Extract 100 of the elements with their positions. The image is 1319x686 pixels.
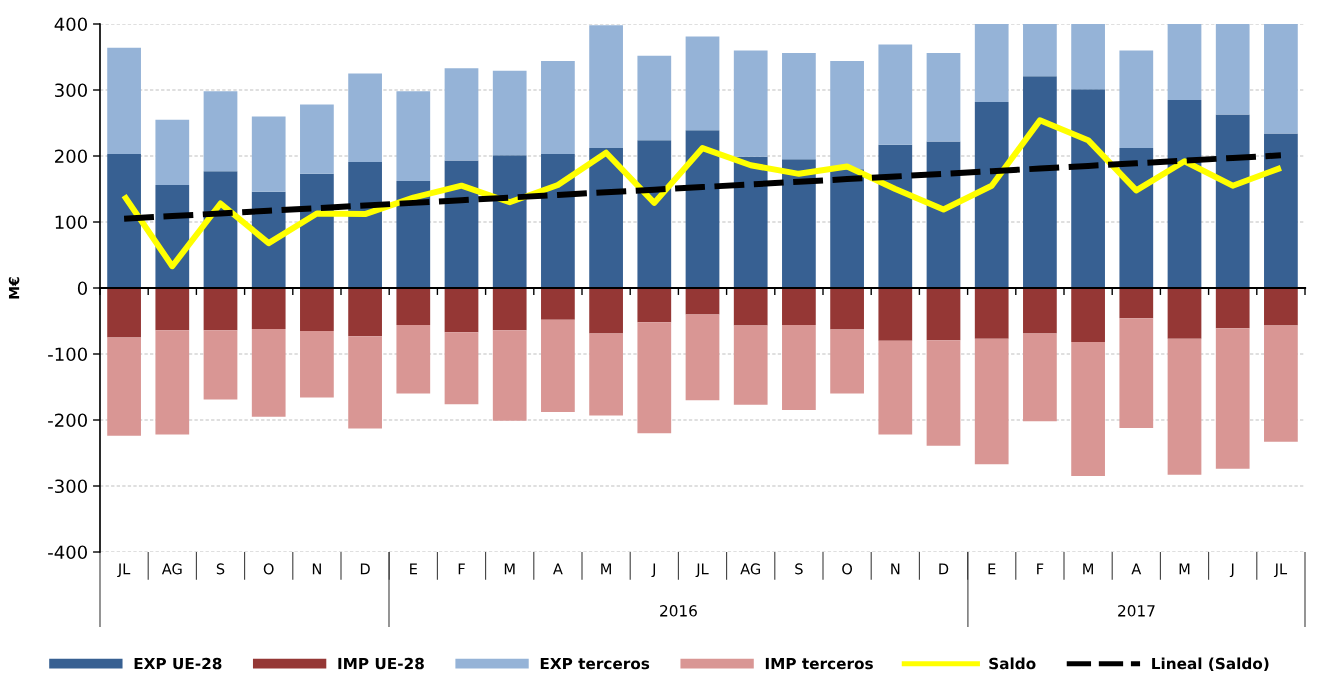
y-tick-label: 200 xyxy=(55,149,87,164)
bar xyxy=(1119,50,1154,149)
bar xyxy=(1023,333,1057,422)
x-tick-label: AG xyxy=(740,563,761,575)
bar xyxy=(444,288,479,333)
bar xyxy=(444,332,479,405)
bar xyxy=(974,101,1009,288)
x-tick-label: A xyxy=(553,563,563,575)
bar xyxy=(541,288,575,320)
bar xyxy=(733,156,768,288)
bar xyxy=(1071,24,1105,90)
x-tick-label: AG xyxy=(161,563,182,575)
bar xyxy=(1023,288,1057,334)
bar xyxy=(348,161,382,288)
bar xyxy=(782,159,816,288)
x-tick-label: N xyxy=(891,563,900,575)
y-tick-label: 400 xyxy=(54,17,87,32)
y-tick-label: -300 xyxy=(48,479,87,494)
bar xyxy=(878,144,913,288)
y-tick-label: -200 xyxy=(48,413,87,428)
bar xyxy=(1023,76,1057,288)
bar xyxy=(444,68,479,161)
bar xyxy=(1119,148,1154,288)
bar xyxy=(203,91,238,172)
bar xyxy=(926,141,961,288)
x-tick-label: M xyxy=(1083,563,1093,575)
bar xyxy=(1071,342,1105,477)
bar xyxy=(974,24,1009,102)
x-tick-label: O xyxy=(263,563,274,575)
x-tick-label: F xyxy=(458,563,465,575)
bar xyxy=(1215,24,1250,115)
bar xyxy=(782,288,816,325)
x-tick-label: D xyxy=(939,563,949,575)
bar xyxy=(492,330,527,421)
bar xyxy=(589,25,623,149)
x-tick-label: A xyxy=(1131,563,1142,575)
y-tick-label: -400 xyxy=(48,545,87,560)
bar xyxy=(685,314,720,401)
x-tick-label: J xyxy=(651,563,656,578)
bar xyxy=(541,154,575,288)
bar xyxy=(589,288,623,334)
bar xyxy=(348,73,382,162)
bar xyxy=(155,330,190,435)
bar xyxy=(685,36,720,131)
x-tick-label: JL xyxy=(117,563,131,578)
bar xyxy=(203,288,238,331)
x-tick-label: S xyxy=(216,563,225,575)
x-tick-label: JL xyxy=(1273,563,1288,578)
bar xyxy=(1071,89,1105,288)
x-tick-label: O xyxy=(842,563,853,575)
bar xyxy=(782,53,816,160)
bar xyxy=(878,288,913,341)
y-axis-title: M€ xyxy=(8,277,20,299)
x-tick-label: D xyxy=(360,563,370,575)
bar xyxy=(251,328,286,417)
bar xyxy=(107,288,141,338)
bar xyxy=(300,104,334,174)
bar xyxy=(300,330,334,398)
bar xyxy=(830,60,864,170)
bar xyxy=(348,288,382,337)
bar xyxy=(637,322,672,434)
bar xyxy=(1167,99,1202,288)
bar xyxy=(1264,325,1298,442)
legend-label: Saldo xyxy=(989,657,1036,670)
bar xyxy=(1119,318,1154,428)
x-tick-label: JL xyxy=(695,563,709,578)
bar xyxy=(1215,328,1250,469)
bar xyxy=(300,288,334,331)
bar xyxy=(492,155,527,288)
x-tick-label: J xyxy=(1229,563,1234,578)
bar xyxy=(926,53,961,142)
bar xyxy=(541,60,575,155)
bar xyxy=(782,324,816,411)
bar xyxy=(926,340,961,446)
bar xyxy=(1215,288,1250,329)
bar xyxy=(155,119,190,186)
y-tick-label: 0 xyxy=(77,281,87,296)
x-tick-label: S xyxy=(795,563,803,575)
x-tick-label: M xyxy=(504,563,515,575)
bar xyxy=(733,288,768,326)
bar xyxy=(637,55,672,141)
bar xyxy=(589,333,623,416)
x-tick-label: E xyxy=(988,563,996,575)
bar xyxy=(1264,133,1298,288)
bar xyxy=(300,173,334,288)
bar xyxy=(733,50,768,157)
bar xyxy=(1167,338,1202,475)
bar xyxy=(733,325,768,405)
bar xyxy=(830,169,864,288)
bar xyxy=(1264,24,1298,134)
bar xyxy=(1167,288,1202,339)
y-tick-label: -100 xyxy=(48,347,87,362)
bar xyxy=(396,91,431,182)
bar xyxy=(830,288,864,330)
bar xyxy=(1119,288,1154,319)
bar xyxy=(1264,288,1298,326)
bar xyxy=(1167,24,1202,100)
bar xyxy=(541,319,575,413)
bar xyxy=(396,181,431,288)
bar xyxy=(637,140,672,288)
